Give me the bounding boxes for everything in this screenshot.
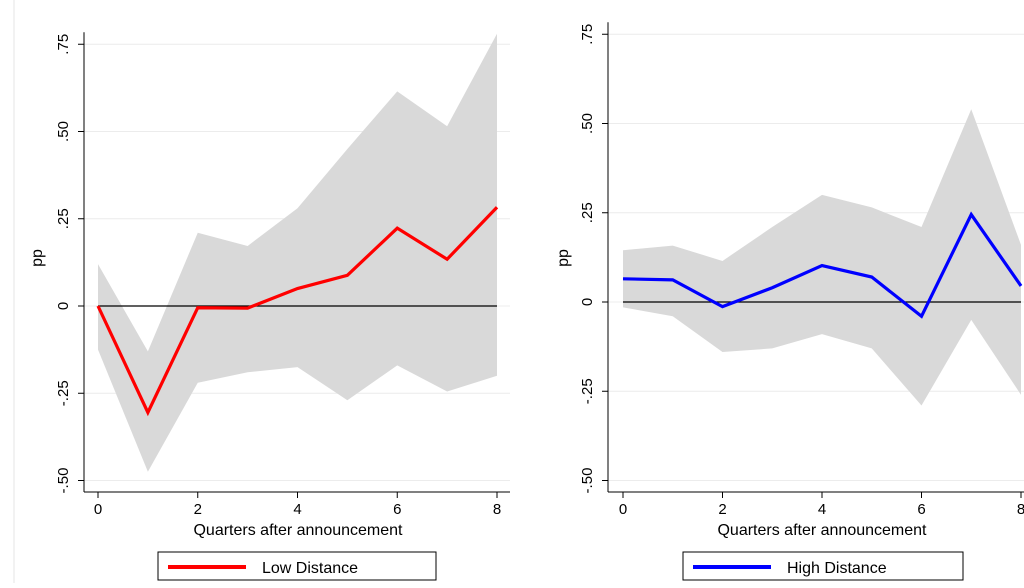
y-tick-label: -.25 — [55, 380, 72, 406]
x-tick-label: 8 — [1017, 501, 1024, 518]
y-tick-label: .75 — [579, 24, 596, 45]
y-tick-label: 0 — [579, 298, 596, 306]
x-axis-title: Quarters after announcement — [193, 522, 403, 539]
y-tick-label: .25 — [55, 208, 72, 229]
y-tick-label: .25 — [579, 202, 596, 223]
x-tick-label: 4 — [293, 501, 301, 518]
x-tick-label: 0 — [94, 501, 102, 518]
legend-label: High Distance — [787, 560, 887, 577]
x-tick-label: 4 — [818, 501, 826, 518]
y-tick-label: -.25 — [579, 378, 596, 404]
x-tick-label: 2 — [194, 501, 202, 518]
x-tick-label: 2 — [718, 501, 726, 518]
x-tick-label: 6 — [393, 501, 401, 518]
y-tick-label: .50 — [55, 121, 72, 142]
y-tick-label: -.50 — [55, 468, 72, 494]
y-axis-title: pp — [555, 249, 572, 267]
x-axis-title: Quarters after announcement — [717, 522, 927, 539]
x-tick-label: 6 — [917, 501, 925, 518]
y-tick-label: .50 — [579, 113, 596, 134]
y-tick-label: -.50 — [579, 468, 596, 494]
y-tick-label: 0 — [55, 302, 72, 310]
x-tick-label: 8 — [493, 501, 501, 518]
y-tick-label: .75 — [55, 34, 72, 55]
x-tick-label: 0 — [619, 501, 627, 518]
y-axis-title: pp — [29, 249, 46, 267]
legend-label: Low Distance — [262, 560, 358, 577]
